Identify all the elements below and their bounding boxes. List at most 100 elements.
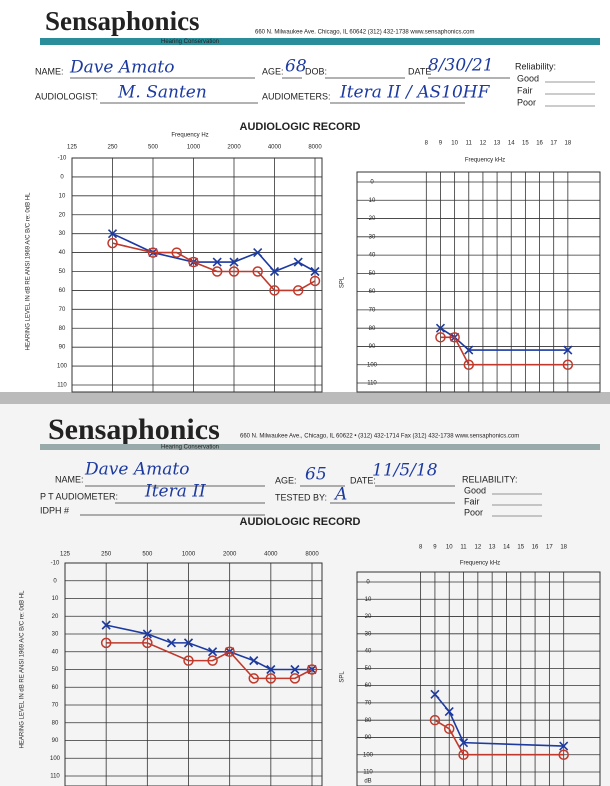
- x-tick-label: 500: [148, 145, 159, 151]
- y-tick-label: 30: [52, 632, 59, 638]
- right-ear-point: [183, 655, 194, 666]
- y-tick-label: 0: [370, 180, 374, 186]
- left-ear-point: [183, 638, 194, 648]
- y-tick-label: 70: [59, 307, 66, 313]
- brand: Sensaphonics: [45, 6, 200, 36]
- y-tick-label: 30: [369, 234, 376, 240]
- left-ear-point: [458, 738, 469, 748]
- right-ear-point: [292, 285, 304, 296]
- left-ear-point: [253, 248, 263, 258]
- right-ear-point: [458, 749, 469, 760]
- y-tick-label: 90: [59, 345, 66, 351]
- field-label: NAME:: [55, 474, 84, 484]
- field-label: DATE:: [350, 475, 376, 485]
- y-axis-label: HEARING LEVEL IN dB RE ANSI 1969 A/C B/C…: [26, 192, 32, 351]
- x-tick-label: 1000: [182, 552, 196, 558]
- left-ear-point: [269, 266, 280, 277]
- y-tick-label: 20: [59, 212, 66, 218]
- x-tick-label: 14: [508, 141, 515, 147]
- right-ear-point: [463, 359, 475, 370]
- x-tick-label: 1000: [187, 145, 201, 151]
- left-ear-point: [166, 638, 176, 648]
- y-tick-label: 50: [365, 666, 372, 672]
- y-tick-label: 40: [369, 253, 376, 259]
- right-ear-point: [207, 655, 218, 666]
- y-tick-label: 60: [59, 288, 66, 294]
- reliability-option: Good: [517, 73, 539, 83]
- x-tick-label: 8: [419, 545, 423, 551]
- x-tick-label: 15: [517, 545, 524, 551]
- right-ear-point: [435, 332, 446, 343]
- paper-lower: [0, 404, 610, 786]
- y-tick-label: 40: [52, 649, 59, 655]
- y-tick-label: 70: [365, 700, 372, 706]
- y-tick-label: 60: [52, 685, 59, 691]
- x-tick-label: 14: [503, 545, 510, 551]
- x-tick-label: 4000: [268, 145, 282, 151]
- y-tick-label: 10: [365, 597, 372, 603]
- y-tick-label: 50: [59, 269, 66, 275]
- x-tick-label: 16: [532, 545, 539, 551]
- right-ear-point: [269, 285, 280, 296]
- x-tick-label: 13: [489, 545, 496, 551]
- right-ear-point: [100, 637, 112, 649]
- reliability-option: Fair: [464, 496, 480, 506]
- x-tick-label: 16: [536, 141, 543, 147]
- y-tick-label: 30: [365, 631, 372, 637]
- right-ear-point: [248, 673, 259, 684]
- field-label: AGE:: [262, 66, 284, 76]
- series-line: [105, 624, 312, 671]
- right-ear-point: [228, 266, 240, 277]
- left-ear-point: [229, 257, 239, 267]
- y-axis-label: SPL: [340, 276, 346, 288]
- right-ear-point: [265, 673, 277, 684]
- y-tick-label: 90: [369, 344, 376, 350]
- left-ear-point: [444, 706, 454, 717]
- y-tick-label: 60: [365, 683, 372, 689]
- y-tick-label: 40: [59, 250, 66, 256]
- y-axis-label: HEARING LEVEL IN dB RE ANSI 1969 A/C B/C…: [20, 590, 26, 749]
- reliability-option: Poor: [464, 507, 483, 517]
- x-tick-label: 8000: [308, 145, 322, 151]
- chart: 8 9 10 11 12 13 14 15 16 17 18 0 10 20 30 40 50 60 70 80 90 1…: [340, 545, 601, 786]
- left-ear-point: [563, 345, 573, 355]
- x-tick-label: 125: [60, 552, 71, 558]
- field-label: IDPH #: [40, 505, 69, 515]
- right-ear-point: [147, 247, 159, 258]
- x-axis-label: Frequency Hz: [171, 133, 208, 139]
- chart: 125 250 500 1000 2000 4000 8000 -10 0 10 20 30 40 50 6…: [26, 133, 323, 393]
- y-tick-label: 70: [369, 307, 376, 313]
- x-tick-label: 18: [560, 545, 567, 551]
- x-tick-label: 10: [451, 141, 458, 147]
- y-tick-label: 110: [367, 381, 377, 387]
- field-label: P T AUDIOMETER:: [40, 491, 118, 501]
- brand: Sensaphonics: [48, 413, 220, 446]
- header-bar: [40, 444, 600, 450]
- x-axis-label: Frequency kHz: [465, 158, 505, 164]
- reliability-option: Fair: [517, 85, 533, 95]
- y-tick-label: 100: [50, 756, 61, 762]
- right-ear-point: [443, 723, 455, 735]
- y-tick-label: 40: [365, 649, 372, 655]
- scan-divider: [0, 392, 610, 404]
- plot-frame: [356, 571, 601, 786]
- field-label: TESTED BY:: [275, 492, 327, 502]
- field-value: Dave Amato: [84, 460, 189, 480]
- x-tick-label: 4000: [264, 552, 278, 558]
- left-ear-point: [212, 257, 222, 267]
- x-axis-label: Frequency kHz: [460, 561, 500, 567]
- y-tick-label: 10: [369, 198, 376, 204]
- reliability-option: Poor: [517, 97, 536, 107]
- y-tick-label: 70: [52, 703, 59, 709]
- y-tick-label: 0: [60, 174, 64, 180]
- y-tick-label: 30: [59, 231, 66, 237]
- reliability-label: RELIABILITY:: [462, 474, 518, 484]
- field-value: 11/5/18: [372, 461, 438, 481]
- series-line: [440, 327, 568, 351]
- chart: 8 9 10 11 12 13 14 15 16 17 18 0 10 20 30 40 50 60 70 80 90 1…: [340, 141, 601, 393]
- x-tick-label: 8000: [305, 552, 319, 558]
- header-bar: [40, 38, 600, 45]
- y-tick-label: 20: [365, 614, 372, 620]
- left-ear-point: [435, 323, 446, 333]
